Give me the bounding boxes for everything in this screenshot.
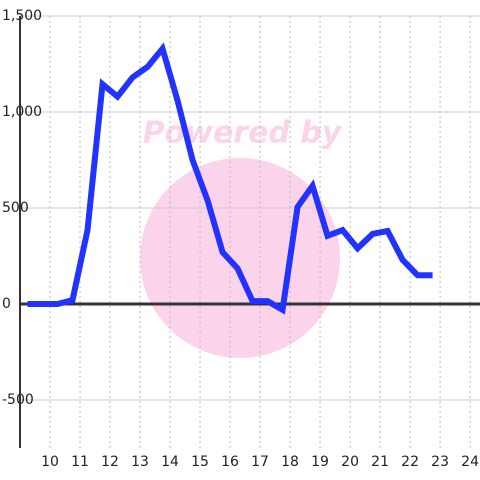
watermark: Powered by [143, 116, 343, 151]
x-tick-label: 17 [251, 454, 269, 470]
x-tick-label: 18 [281, 454, 299, 470]
y-tick-label: -500 [2, 392, 34, 408]
x-tick-label: 24 [461, 454, 479, 470]
x-tick-label: 14 [161, 454, 179, 470]
x-tick-label: 10 [41, 454, 59, 470]
y-tick-label: 1,000 [2, 104, 42, 120]
y-tick-label: 0 [2, 296, 11, 312]
x-tick-label: 22 [401, 454, 419, 470]
line-series [27, 42, 433, 315]
x-tick-label: 19 [311, 454, 329, 470]
x-tick-label: 12 [101, 454, 119, 470]
x-tick-label: 15 [191, 454, 209, 470]
x-tick-label: 13 [131, 454, 149, 470]
y-tick-label: 1,500 [2, 8, 42, 24]
x-tick-label: 23 [431, 454, 449, 470]
x-tick-label: 21 [371, 454, 389, 470]
y-tick-label: 500 [2, 200, 29, 216]
x-tick-label: 11 [71, 454, 89, 470]
x-tick-label: 16 [221, 454, 239, 470]
x-tick-label: 20 [341, 454, 359, 470]
